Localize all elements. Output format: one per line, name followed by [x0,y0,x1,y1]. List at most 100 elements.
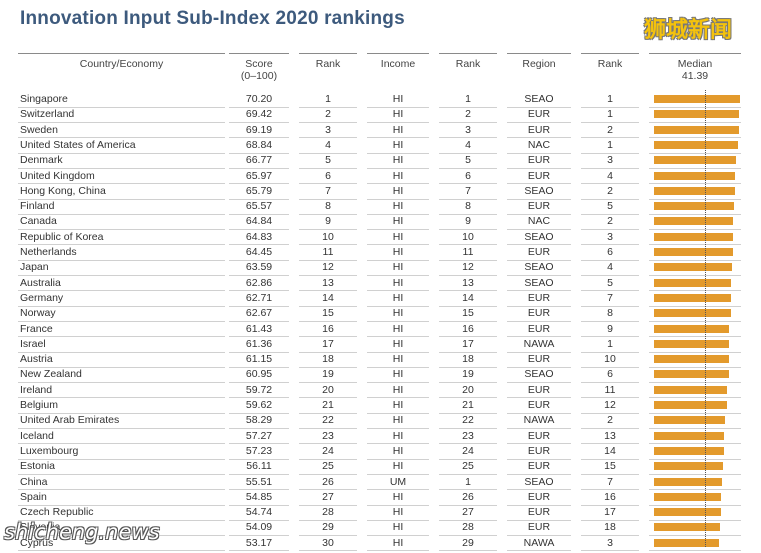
row-separator [18,519,225,521]
row-separator [581,244,639,246]
row-separator [649,106,741,108]
row-separator [649,167,741,169]
row-separator [367,351,429,353]
row-separator [649,305,741,307]
cell-region-rank: 3 [607,230,613,243]
cell-income: HI [392,490,404,503]
cell-region: SEAO [524,261,554,274]
row-separator [367,428,429,430]
cell-score: 69.19 [245,123,273,136]
cell-score: 61.15 [245,353,273,366]
cell-country: Estonia [20,460,56,473]
table-row: United Arab Emirates 58.29 22 HI 22 NAWA 2 [0,413,761,430]
header-rule [229,53,289,54]
cell-country: Ireland [20,383,53,396]
score-bar [654,462,723,471]
row-separator [18,443,225,445]
row-separator [649,244,741,246]
cell-country: Australia [20,276,61,289]
row-separator [229,137,289,139]
cell-rank: 13 [322,276,334,289]
row-separator [299,183,357,185]
cell-country: Norway [20,307,56,320]
row-separator [299,382,357,384]
row-separator [581,443,639,445]
cell-rank: 16 [322,322,334,335]
cell-rank: 20 [322,383,334,396]
cell-region: EUR [527,154,551,167]
row-separator [229,275,289,277]
cell-rank: 19 [322,368,334,381]
cell-country: New Zealand [20,368,82,381]
cell-rank: 11 [322,246,334,258]
table-row: Canada 64.84 9 HI 9 NAC 2 [0,214,761,231]
cell-region-rank: 5 [607,276,613,289]
row-separator [649,550,741,552]
row-separator [299,137,357,139]
row-separator [439,229,497,231]
row-separator [649,428,741,430]
row-separator [18,489,225,491]
row-separator [367,275,429,277]
cell-country: Luxembourg [20,444,79,457]
row-separator [299,320,357,322]
row-separator [649,229,741,231]
cell-region: EUR [527,429,551,442]
row-separator [229,428,289,430]
cell-score: 70.20 [245,93,273,105]
table-row: Ireland 59.72 20 HI 20 EUR 11 [0,383,761,399]
cell-income-rank: 25 [462,460,474,473]
row-separator [649,397,741,399]
row-separator [299,122,357,124]
cell-score: 64.83 [245,230,273,243]
cell-rank: 22 [322,414,334,427]
score-bar [654,171,735,180]
row-separator [367,366,429,368]
cell-income-rank: 1 [465,93,471,105]
row-separator [229,504,289,506]
row-separator [299,535,357,537]
table-row: Israel 61.36 17 HI 17 NAWA 1 [0,337,761,353]
row-separator [581,183,639,185]
cell-region: EUR [527,399,551,411]
row-separator [299,336,357,338]
row-separator [649,259,741,261]
row-separator [18,351,225,353]
row-separator [507,213,571,215]
row-separator [439,305,497,307]
header-rule [581,53,639,54]
cell-rank: 27 [322,490,334,503]
row-separator [367,152,429,154]
cell-income-rank: 16 [462,322,474,335]
score-bar [654,309,731,318]
row-separator [229,305,289,307]
row-separator [18,290,225,292]
row-separator [18,106,225,108]
cell-income-rank: 22 [462,414,474,427]
score-bar [654,538,720,547]
row-separator [439,213,497,215]
cell-country: United Kingdom [20,169,95,182]
row-separator [299,504,357,506]
cell-score: 59.62 [245,399,273,411]
cell-score: 56.11 [246,460,272,473]
cell-score: 62.86 [245,276,273,289]
row-separator [229,183,289,185]
cell-country: United Arab Emirates [20,414,120,427]
row-separator [439,412,497,414]
row-separator [18,535,225,537]
row-separator [649,137,741,139]
cell-score: 65.57 [245,200,273,213]
table-row: Iceland 57.27 23 HI 23 EUR 13 [0,429,761,445]
row-separator [581,152,639,154]
cell-income: HI [392,184,404,197]
row-separator [439,259,497,261]
row-separator [507,504,571,506]
row-separator [18,152,225,154]
cell-income-rank: 9 [465,215,471,228]
score-bar [654,140,739,149]
cell-income-rank: 27 [462,506,474,519]
row-separator [439,458,497,460]
cell-score: 60.95 [245,368,273,381]
cell-country: China [20,475,48,488]
